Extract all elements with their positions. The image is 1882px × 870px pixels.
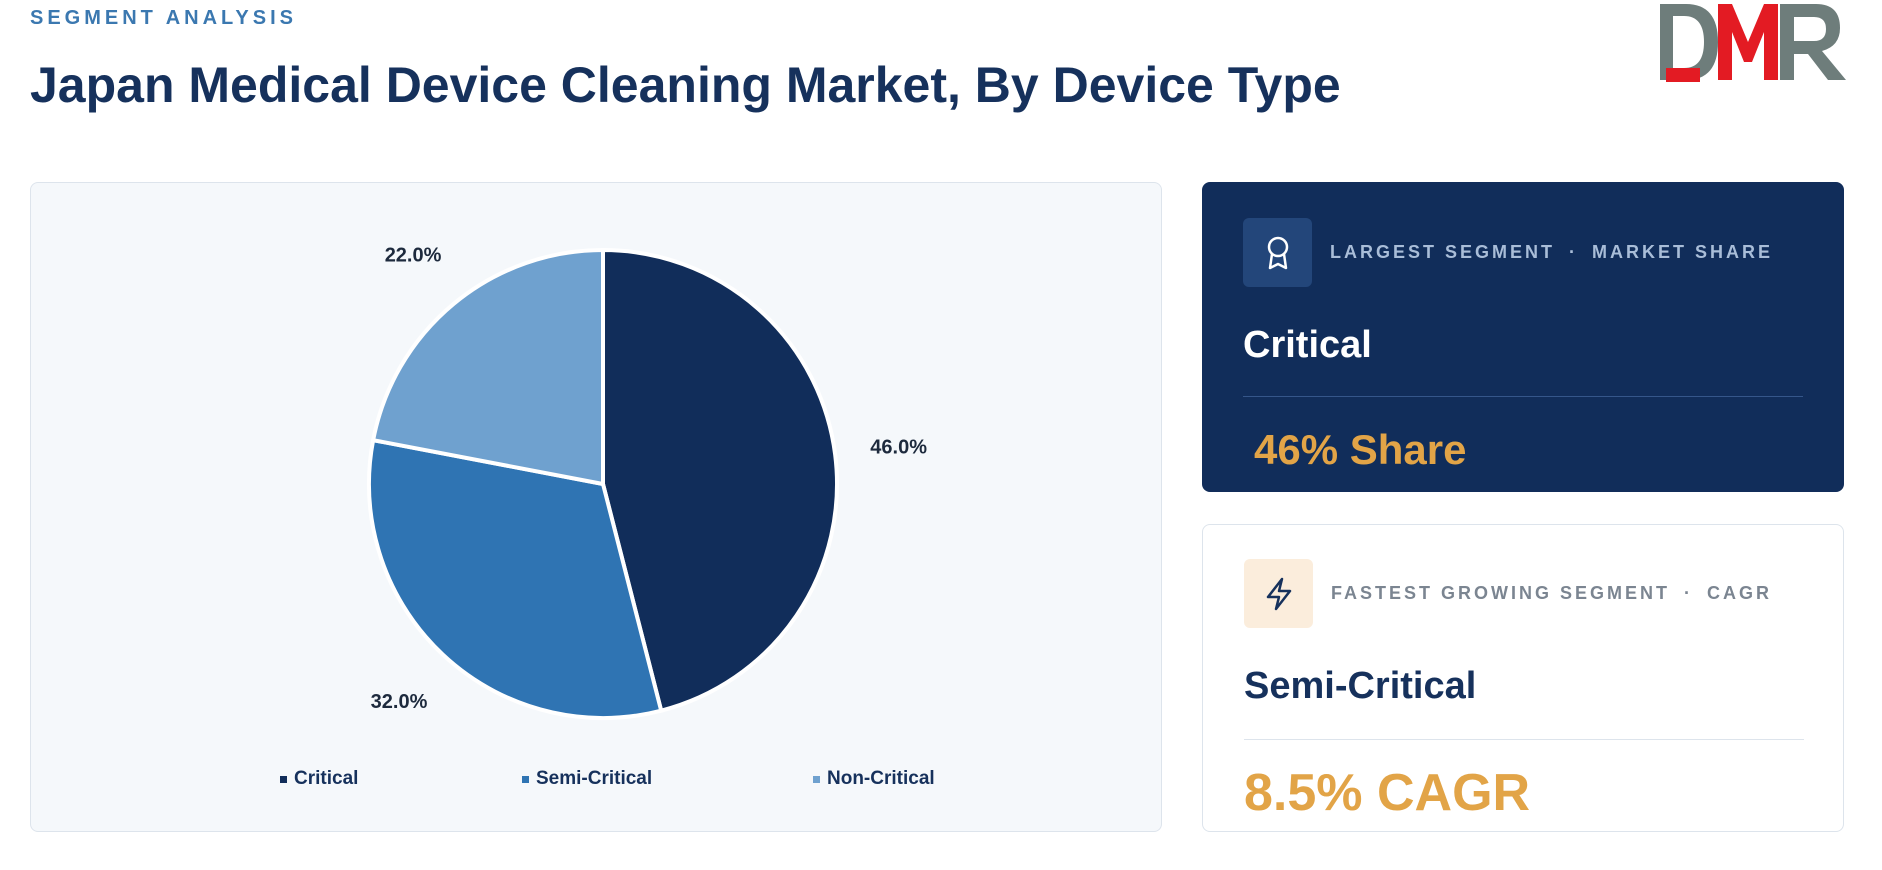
largest-segment-divider xyxy=(1243,396,1803,397)
legend-item-non-critical: Non-Critical xyxy=(813,767,935,791)
fastest-growing-icon-box xyxy=(1244,559,1313,628)
pie-slice-critical xyxy=(601,247,839,714)
legend-label-non-critical: Non-Critical xyxy=(827,768,935,789)
pie-label-critical: 46.0% xyxy=(870,437,927,459)
legend-item-semi-critical: Semi-Critical xyxy=(522,767,652,791)
fastest-growing-label-text: FASTEST GROWING SEGMENT xyxy=(1331,583,1671,603)
section-eyebrow: SEGMENT ANALYSIS xyxy=(30,7,297,29)
fastest-growing-metric: 8.5% CAGR xyxy=(1244,764,1531,822)
fastest-growing-label-suffix: CAGR xyxy=(1707,583,1773,603)
pie-slice-semi-critical xyxy=(367,437,664,720)
largest-segment-icon-box xyxy=(1243,218,1312,287)
legend-swatch-semi-critical xyxy=(522,775,529,783)
legend-swatch-non-critical xyxy=(813,775,820,783)
pie-label-semi-critical: 32.0% xyxy=(371,691,428,713)
largest-segment-label-suffix: MARKET SHARE xyxy=(1592,242,1774,262)
dmr-logo xyxy=(1660,2,1846,84)
largest-segment-card: LARGEST SEGMENT · MARKET SHARE Critical 46… xyxy=(1202,182,1844,492)
label-separator: · xyxy=(1569,242,1579,262)
largest-segment-metric: 46% Share xyxy=(1254,426,1467,473)
legend-label-critical: Critical xyxy=(294,768,359,789)
label-separator: · xyxy=(1684,583,1694,603)
fastest-growing-label: FASTEST GROWING SEGMENT · CAGR xyxy=(1331,583,1772,604)
legend-item-critical: Critical xyxy=(280,767,358,791)
legend-label-semi-critical: Semi-Critical xyxy=(536,768,653,789)
pie-label-non-critical: 22.0% xyxy=(385,244,442,266)
pie-slice-non-critical xyxy=(370,247,605,487)
fastest-growing-card: FASTEST GROWING SEGMENT · CAGR Semi-Critic… xyxy=(1202,524,1844,832)
fastest-growing-divider xyxy=(1244,739,1804,740)
fastest-growing-name: Semi-Critical xyxy=(1244,665,1477,707)
dmr-logo-mark xyxy=(1660,4,1846,82)
award-icon xyxy=(1267,236,1288,269)
legend-swatch-critical xyxy=(280,775,287,783)
largest-segment-label: LARGEST SEGMENT · MARKET SHARE xyxy=(1330,242,1773,263)
page-title: Japan Medical Device Cleaning Market, By… xyxy=(30,57,1341,113)
lightning-icon xyxy=(1266,577,1291,610)
largest-segment-label-text: LARGEST SEGMENT xyxy=(1330,242,1556,262)
largest-segment-name: Critical xyxy=(1243,324,1372,366)
